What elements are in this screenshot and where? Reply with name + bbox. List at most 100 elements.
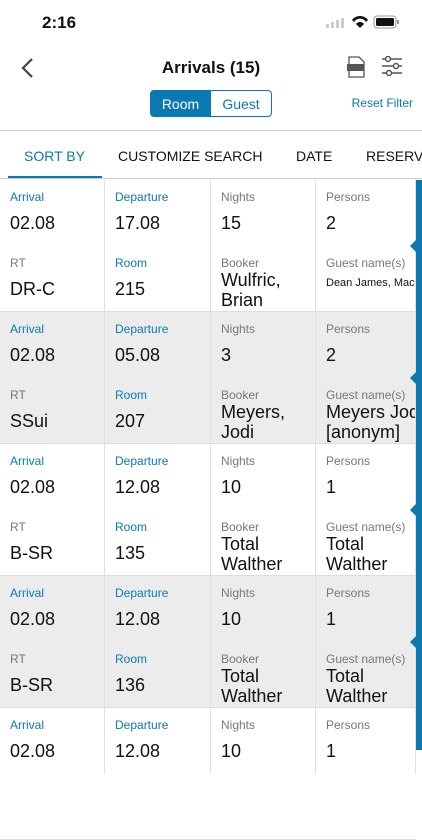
field-label: Room bbox=[115, 652, 148, 666]
field-label: RT bbox=[10, 520, 26, 534]
reservation-card[interactable]: Arrival 02.08 Departure 17.08 Nights 15 Person… bbox=[0, 180, 416, 312]
field-cell: Guest name(s) Meyers Jodi [anonym] bbox=[316, 378, 416, 443]
field-value: Meyers, Jodi bbox=[221, 402, 286, 442]
field-value: Total Walther bbox=[221, 666, 283, 706]
field-value: 10 bbox=[221, 477, 242, 497]
field-value: 136 bbox=[115, 675, 146, 695]
field-value: B-SR bbox=[10, 675, 54, 695]
field-label: Arrival bbox=[10, 454, 45, 468]
reservation-card[interactable]: Arrival 02.08 Departure 12.08 Nights 10 Person… bbox=[0, 708, 416, 840]
field-value: 02.08 bbox=[10, 477, 56, 497]
row-notch bbox=[410, 504, 416, 516]
field-cell: Persons 2 bbox=[316, 312, 416, 378]
row-notch bbox=[410, 240, 416, 252]
reservation-card[interactable]: Arrival 02.08 Departure 05.08 Nights 3 Persons… bbox=[0, 312, 416, 444]
tab[interactable]: SORT BY bbox=[24, 148, 85, 164]
field-cell: Nights 10 bbox=[211, 444, 316, 510]
field-label: Nights bbox=[221, 322, 256, 336]
row-notch bbox=[410, 636, 416, 648]
field-cell: Room 215 bbox=[105, 246, 211, 311]
field-label: Departure bbox=[115, 454, 169, 468]
field-cell: Arrival 02.08 bbox=[0, 708, 105, 774]
field-cell: Departure 05.08 bbox=[105, 312, 211, 378]
field-value: 1 bbox=[326, 477, 337, 497]
field-value: 207 bbox=[115, 411, 146, 431]
field-label: Nights bbox=[221, 454, 256, 468]
field-value: 135 bbox=[115, 543, 146, 563]
field-value: 1 bbox=[326, 741, 337, 761]
field-value: 02.08 bbox=[10, 741, 56, 761]
field-label: Persons bbox=[326, 586, 371, 600]
pdf-button[interactable] bbox=[346, 56, 366, 78]
field-value: SSui bbox=[10, 411, 49, 431]
filter-button[interactable] bbox=[381, 56, 403, 76]
field-label: Booker bbox=[221, 388, 260, 402]
field-cell: Nights 10 bbox=[211, 576, 316, 642]
field-label: Persons bbox=[326, 322, 371, 336]
field-label: Room bbox=[115, 388, 148, 402]
field-cell: Persons 1 bbox=[316, 708, 416, 774]
field-cell: Nights 15 bbox=[211, 180, 316, 246]
field-value: 12.08 bbox=[115, 477, 161, 497]
field-value: 15 bbox=[221, 213, 242, 233]
field-value: DR-C bbox=[10, 279, 55, 299]
back-button[interactable] bbox=[18, 56, 38, 80]
field-cell: Departure 12.08 bbox=[105, 708, 211, 774]
field-cell: RT DR-C bbox=[0, 246, 105, 311]
segment-guest[interactable]: Guest bbox=[210, 90, 272, 117]
field-cell: RT B-SR bbox=[0, 510, 105, 575]
field-value: 2 bbox=[326, 345, 337, 365]
field-cell: RT SSui bbox=[0, 378, 105, 443]
field-cell: Persons 1 bbox=[316, 444, 416, 510]
field-label: Booker bbox=[221, 652, 260, 666]
field-label: Nights bbox=[221, 718, 256, 732]
field-cell: Room 207 bbox=[105, 378, 211, 443]
field-cell: Persons 1 bbox=[316, 576, 416, 642]
field-value: 17.08 bbox=[115, 213, 161, 233]
field-cell: Nights 3 bbox=[211, 312, 316, 378]
field-value: Total Walther bbox=[326, 534, 388, 574]
reservation-card[interactable]: Arrival 02.08 Departure 12.08 Nights 10 Person… bbox=[0, 576, 416, 708]
scroll-indicator bbox=[416, 180, 422, 750]
status-icons bbox=[326, 15, 399, 29]
field-label: Guest name(s) bbox=[326, 388, 406, 402]
field-value: 12.08 bbox=[115, 609, 161, 629]
reservation-card[interactable]: Arrival 02.08 Departure 12.08 Nights 10 Person… bbox=[0, 444, 416, 576]
field-cell: Booker Meyers, Jodi bbox=[211, 378, 316, 443]
field-value: Total Walther bbox=[221, 534, 283, 574]
field-cell: Arrival 02.08 bbox=[0, 180, 105, 246]
field-label: Room bbox=[115, 256, 148, 270]
field-value: 215 bbox=[115, 279, 146, 299]
field-cell: Booker Wulfric, Brian bbox=[211, 246, 316, 311]
field-label: Departure bbox=[115, 322, 169, 336]
field-value: 3 bbox=[221, 345, 232, 365]
tab-underline bbox=[8, 176, 102, 178]
field-label: RT bbox=[10, 388, 26, 402]
screen: {"status_bar": {"time": "2:16"}, "nav": … bbox=[0, 13, 422, 840]
field-cell: Departure 12.08 bbox=[105, 576, 211, 642]
field-value: 12.08 bbox=[115, 741, 161, 761]
tab[interactable]: DATE bbox=[296, 148, 333, 164]
tab[interactable]: CUSTOMIZE SEARCH bbox=[118, 148, 263, 164]
field-label: Room bbox=[115, 520, 148, 534]
field-label: Departure bbox=[115, 190, 169, 204]
field-value: Meyers Jodi [anonym] bbox=[326, 402, 416, 442]
field-label: Arrival bbox=[10, 718, 45, 732]
field-label: Departure bbox=[115, 718, 169, 732]
field-cell: Booker Total Walther bbox=[211, 510, 316, 575]
field-value: 10 bbox=[221, 741, 242, 761]
reset-filter[interactable]: Reset Filter bbox=[351, 96, 413, 110]
field-label: Guest name(s) bbox=[326, 520, 406, 534]
field-value: 1 bbox=[326, 609, 337, 629]
field-label: Persons bbox=[326, 454, 371, 468]
field-cell: Arrival 02.08 bbox=[0, 312, 105, 378]
field-label: Persons bbox=[326, 718, 371, 732]
field-cell: Room 135 bbox=[105, 510, 211, 575]
segment-room[interactable]: Room bbox=[150, 90, 211, 117]
field-cell: Guest name(s) Total Walther bbox=[316, 510, 416, 575]
nav-title: Arrivals (15) bbox=[161, 58, 261, 77]
field-cell: Departure 12.08 bbox=[105, 444, 211, 510]
field-value: B-SR bbox=[10, 543, 54, 563]
field-cell: Arrival 02.08 bbox=[0, 444, 105, 510]
